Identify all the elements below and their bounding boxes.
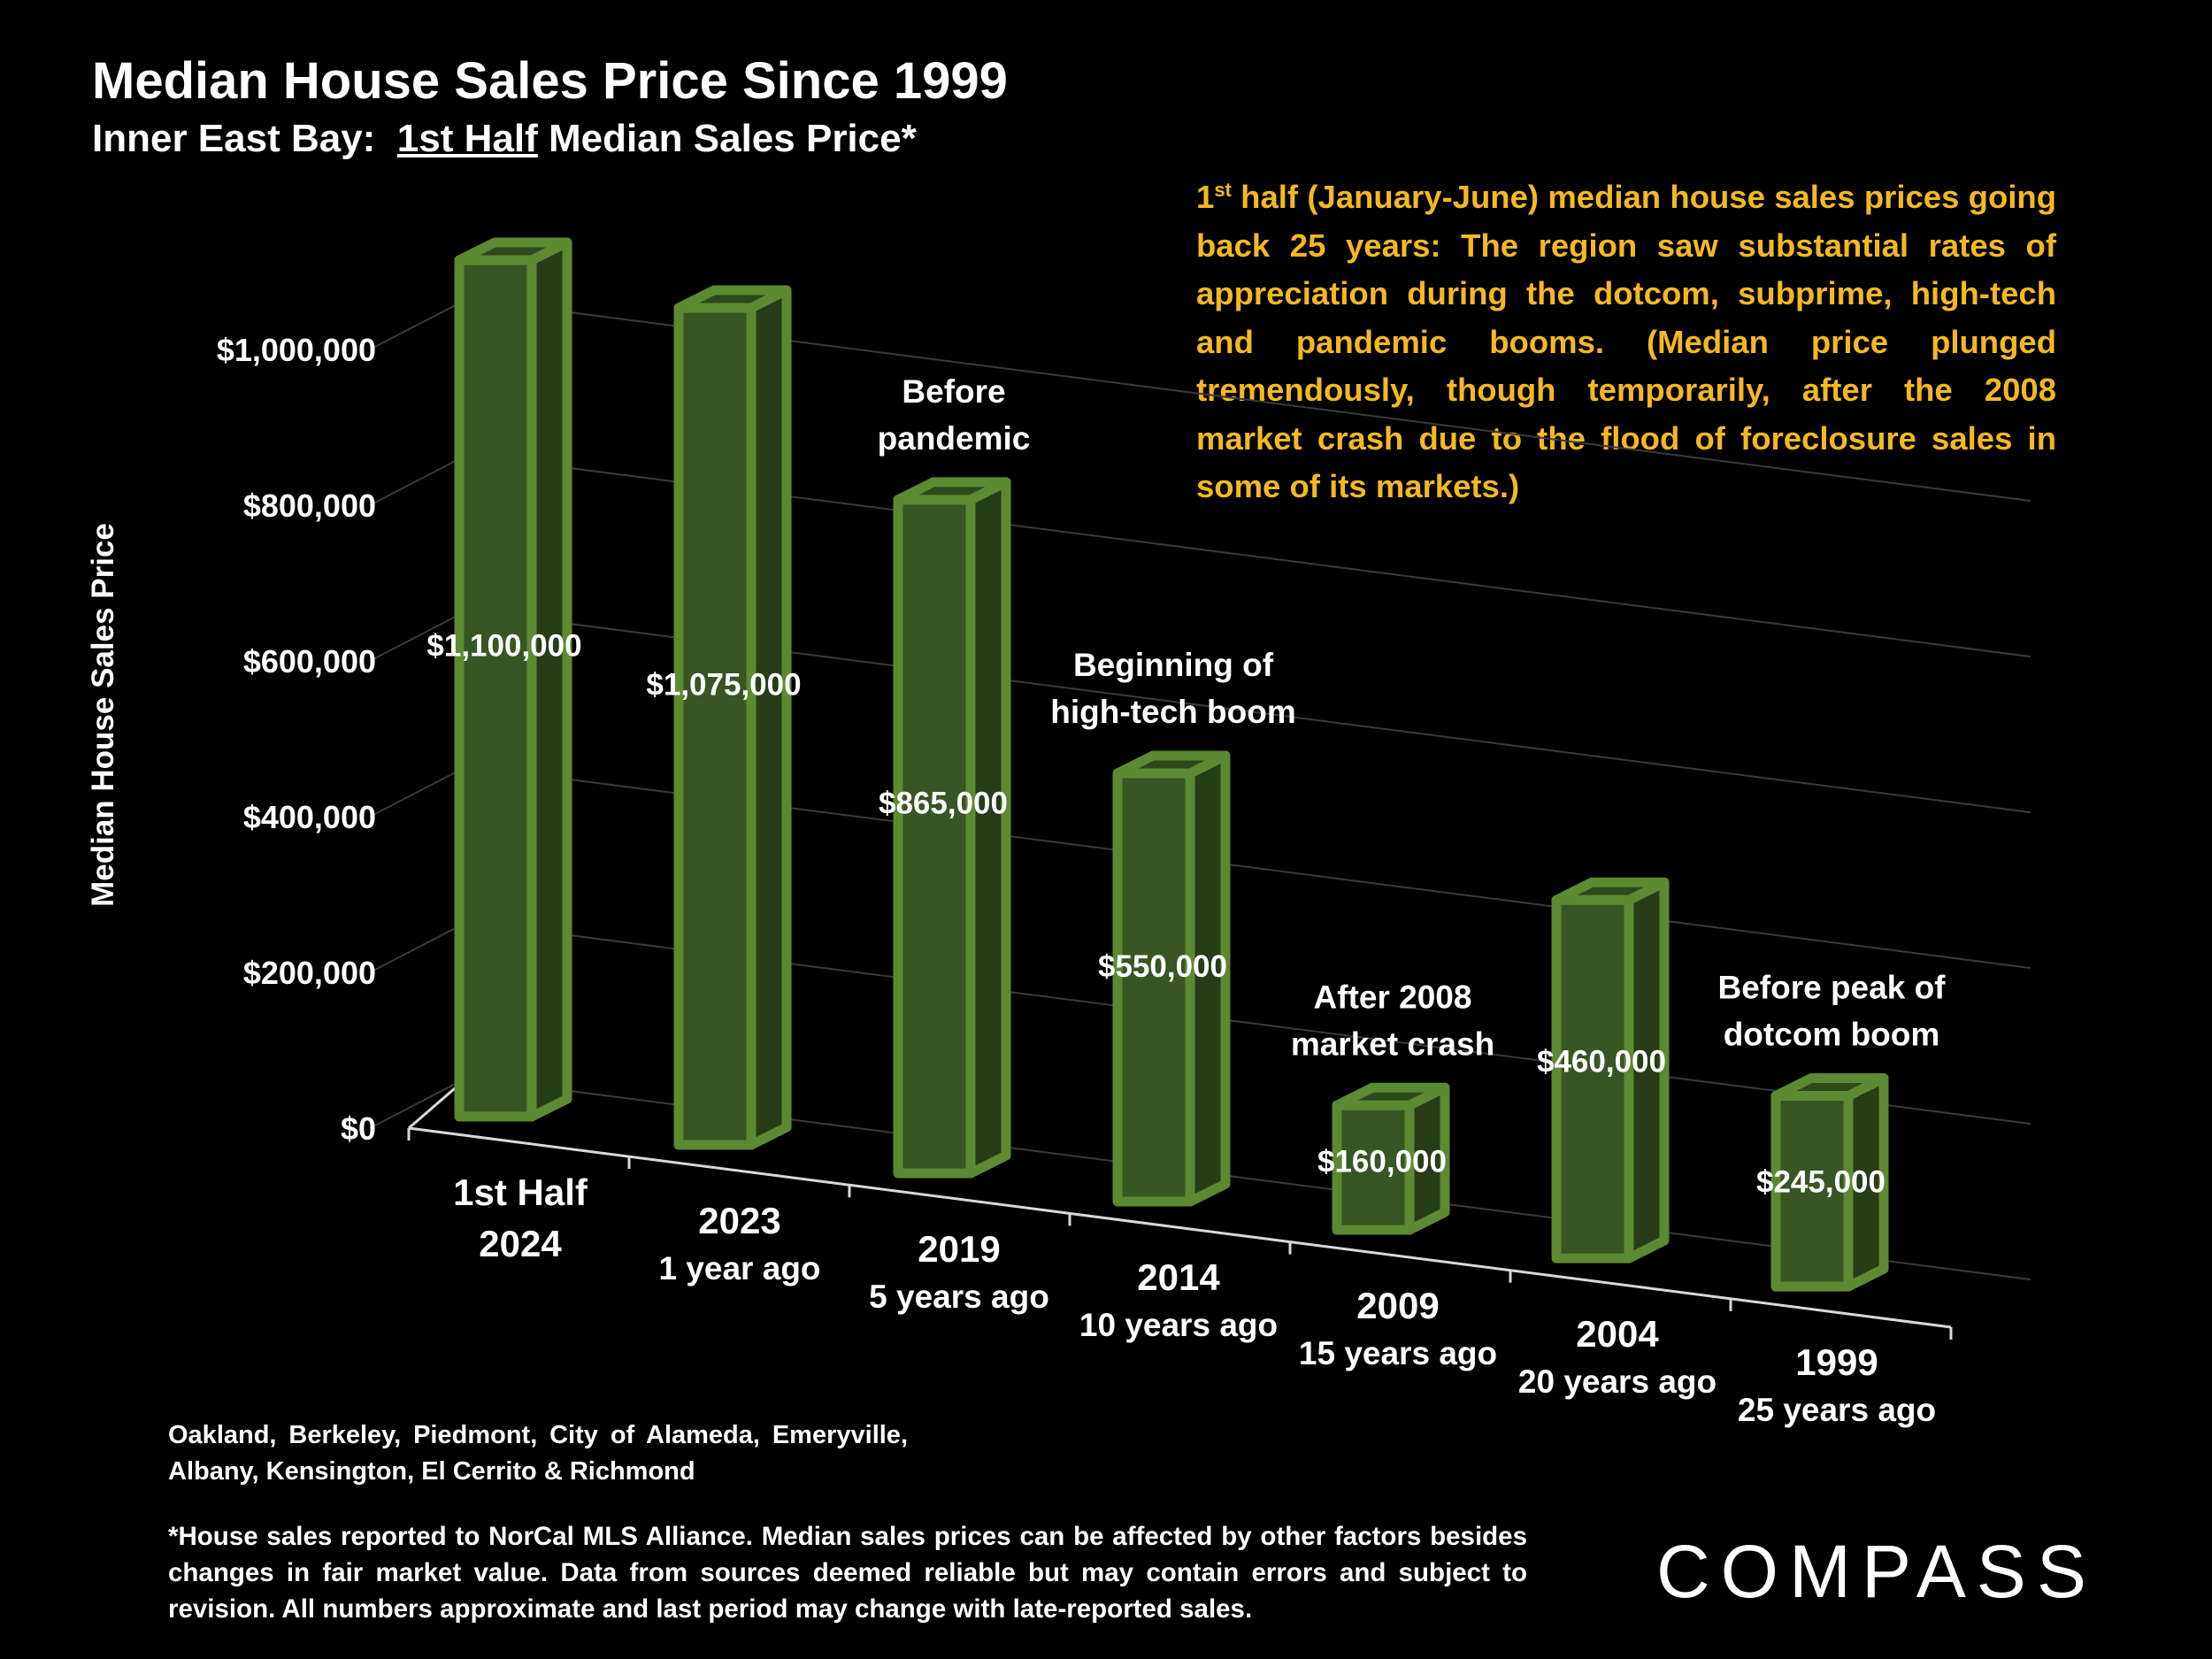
x-category-sublabel: 5 years ago (869, 1279, 1049, 1315)
x-axis-line (408, 1126, 1952, 1329)
bar-value-label: $460,000 (1537, 1044, 1666, 1079)
gridline (369, 921, 468, 973)
x-category-sublabel: 10 years ago (1079, 1307, 1278, 1343)
bar-front (454, 255, 537, 1122)
bar-value-label: $865,000 (879, 786, 1008, 820)
bar-side (746, 285, 792, 1150)
bar (893, 477, 1011, 1179)
gridline (369, 765, 468, 818)
bar (673, 285, 792, 1150)
note-superscript: st (1214, 178, 1232, 201)
bar-front (893, 495, 976, 1179)
subtitle-suffix: Median Sales Price* (537, 117, 917, 160)
y-tick-label: $0 (341, 1110, 376, 1147)
bar-value-label: $550,000 (1098, 949, 1227, 984)
x-category-label: 2009 (1356, 1285, 1439, 1326)
bar (454, 237, 572, 1122)
bar-annotation: Before (902, 373, 1005, 410)
bar-front (1332, 1100, 1415, 1235)
bar-side (965, 477, 1011, 1179)
y-axis-title: Median House Sales Price (86, 523, 120, 907)
gridline (369, 1077, 468, 1129)
x-category-sublabel: 25 years ago (1738, 1392, 1936, 1428)
y-tick-label: $600,000 (243, 643, 376, 680)
bar-front (673, 303, 757, 1150)
x-category-label: 1999 (1795, 1341, 1878, 1383)
bar-front (1112, 768, 1195, 1207)
bar-value-label: $1,100,000 (426, 629, 581, 664)
compass-logo: COMPASS (1656, 1530, 2097, 1613)
bar (1112, 750, 1231, 1207)
y-tick-label: $800,000 (243, 488, 376, 524)
note-lead: 1 (1196, 179, 1215, 215)
bar-annotation: Before peak of (1717, 969, 1946, 1005)
bar-value-label: $1,075,000 (646, 668, 801, 703)
y-tick-label: $400,000 (243, 799, 376, 835)
gridline (369, 298, 468, 350)
bar (1332, 1082, 1450, 1235)
bar-annotation: market crash (1291, 1025, 1494, 1062)
subtitle-prefix: Inner East Bay: (92, 117, 397, 160)
x-category-sublabel: 2024 (479, 1223, 562, 1264)
chart-title: Median House Sales Price Since 1999 (92, 52, 1008, 110)
bar-value-label: $160,000 (1317, 1145, 1447, 1179)
x-category-sublabel: 1 year ago (658, 1250, 820, 1286)
note-text: half (January-June) median house sales p… (1196, 179, 2056, 504)
y-tick-label: $200,000 (243, 955, 376, 991)
x-category-label: 1st Half (453, 1171, 588, 1213)
cities-list: Oakland, Berkeley, Piedmont, City of Ala… (168, 1421, 908, 1486)
gridline (369, 610, 468, 662)
footnote: *House sales reported to NorCal MLS Alli… (168, 1522, 1527, 1624)
bar-annotation: high-tech boom (1050, 694, 1295, 730)
gridline (369, 454, 468, 506)
bar (1551, 877, 1670, 1263)
bar-annotation: Beginning of (1073, 647, 1274, 683)
x-category-sublabel: 15 years ago (1299, 1335, 1497, 1371)
bar (1770, 1072, 1889, 1292)
x-category-label: 2023 (698, 1200, 780, 1241)
x-category-sublabel: 20 years ago (1518, 1363, 1717, 1400)
bar-front (1551, 895, 1634, 1263)
bar-front (1770, 1090, 1854, 1292)
bar-annotation: After 2008 (1314, 979, 1472, 1015)
chart-subtitle: Inner East Bay: 1st Half Median Sales Pr… (92, 117, 917, 161)
x-category-label: 2019 (918, 1228, 1000, 1270)
bar-side (526, 237, 572, 1122)
x-category-label: 2004 (1576, 1313, 1659, 1355)
bar-value-label: $245,000 (1756, 1165, 1886, 1200)
commentary-note: 1st half (January-June) median house sal… (1196, 173, 2056, 511)
x-category-label: 2014 (1137, 1256, 1220, 1298)
bar-annotation: dotcom boom (1724, 1016, 1940, 1052)
bar-annotation: pandemic (878, 420, 1031, 457)
y-tick-label: $1,000,000 (217, 332, 376, 368)
subtitle-underlined: 1st Half (396, 117, 538, 160)
